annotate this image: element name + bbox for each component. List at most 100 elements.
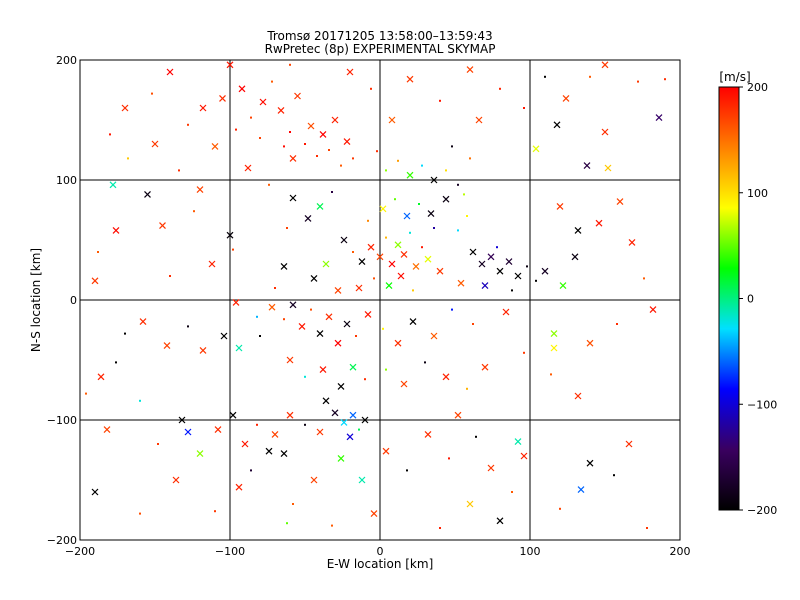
data-point-dot bbox=[151, 92, 153, 95]
data-point-cross bbox=[208, 260, 216, 268]
data-point-cross bbox=[601, 128, 609, 136]
data-point-dot bbox=[328, 149, 330, 151]
data-point-cross bbox=[427, 210, 435, 218]
data-point-dot bbox=[421, 164, 423, 167]
data-point-dot bbox=[613, 474, 615, 477]
data-point-cross bbox=[322, 260, 330, 268]
data-point-dot bbox=[85, 392, 87, 395]
data-point-dot bbox=[526, 265, 528, 268]
data-point-dot bbox=[250, 469, 252, 472]
data-point-cross bbox=[121, 104, 129, 112]
data-point-cross bbox=[280, 450, 288, 458]
data-point-cross bbox=[355, 284, 363, 292]
data-point-cross bbox=[289, 154, 297, 162]
data-point-cross bbox=[442, 373, 450, 381]
data-point-dot bbox=[433, 227, 435, 229]
data-point-cross bbox=[109, 181, 117, 189]
y-axis: −200 −100 0 100 200 bbox=[47, 54, 86, 547]
data-point-cross bbox=[304, 214, 312, 222]
data-point-dot bbox=[364, 378, 366, 381]
data-point-cross bbox=[319, 366, 327, 374]
data-point-dot bbox=[316, 155, 318, 157]
colorbar-label: [m/s] bbox=[719, 70, 750, 84]
data-point-cross bbox=[199, 346, 207, 354]
data-point-dot bbox=[616, 323, 618, 325]
data-point-cross bbox=[331, 409, 339, 417]
data-point-dot bbox=[643, 277, 645, 280]
data-point-dot bbox=[352, 157, 354, 160]
data-point-cross bbox=[271, 430, 279, 438]
data-point-dot bbox=[418, 203, 420, 205]
data-point-dot bbox=[475, 435, 477, 438]
data-point-cross bbox=[316, 428, 324, 436]
grid-lines bbox=[80, 60, 680, 540]
data-point-cross bbox=[616, 198, 624, 206]
data-point-cross bbox=[319, 130, 327, 138]
data-point-cross bbox=[454, 411, 462, 419]
data-point-cross bbox=[244, 164, 252, 172]
data-point-cross bbox=[385, 282, 393, 290]
data-point-cross bbox=[436, 267, 444, 275]
x-tick-label: 0 bbox=[377, 545, 384, 558]
data-point-dot bbox=[250, 116, 252, 119]
data-point-cross bbox=[286, 411, 294, 419]
data-point-cross bbox=[397, 272, 405, 280]
data-point-cross bbox=[388, 116, 396, 124]
data-point-cross bbox=[574, 392, 582, 400]
data-point-cross bbox=[550, 344, 558, 352]
data-point-cross bbox=[112, 226, 120, 234]
data-point-cross bbox=[559, 282, 567, 290]
data-point-dot bbox=[373, 277, 375, 280]
data-point-cross bbox=[349, 411, 357, 419]
data-point-dot bbox=[535, 279, 537, 282]
data-point-cross bbox=[403, 212, 411, 220]
chart-title: Tromsø 20171205 13:58:00–13:59:43 bbox=[266, 29, 492, 43]
data-point-dot bbox=[637, 80, 639, 83]
data-point-dot bbox=[97, 251, 99, 253]
data-point-dot bbox=[340, 164, 342, 167]
data-point-dot bbox=[466, 215, 468, 217]
data-point-dot bbox=[310, 308, 312, 311]
data-point-cross bbox=[97, 373, 105, 381]
colorbar-tick-label: 0 bbox=[747, 293, 754, 306]
data-point-cross bbox=[394, 339, 402, 347]
data-point-cross bbox=[340, 236, 348, 244]
data-point-cross bbox=[466, 500, 474, 508]
data-point-cross bbox=[430, 176, 438, 184]
data-point-dot bbox=[385, 169, 387, 172]
data-point-cross bbox=[184, 428, 192, 436]
data-point-cross bbox=[139, 318, 147, 326]
colorbar-scale bbox=[718, 86, 740, 511]
data-point-cross bbox=[91, 488, 99, 496]
data-point-cross bbox=[475, 116, 483, 124]
data-point-dot bbox=[439, 527, 441, 529]
data-point-dot bbox=[286, 227, 288, 229]
data-point-cross bbox=[514, 438, 522, 446]
data-point-cross bbox=[259, 98, 267, 106]
data-point-cross bbox=[343, 320, 351, 328]
data-point-cross bbox=[481, 363, 489, 371]
data-point-cross bbox=[649, 306, 657, 314]
data-point-cross bbox=[277, 106, 285, 114]
data-point-cross bbox=[496, 267, 504, 275]
data-point-dot bbox=[289, 131, 291, 133]
data-point-cross bbox=[604, 164, 612, 172]
x-tick-label: −100 bbox=[215, 545, 245, 558]
data-point-dot bbox=[178, 169, 180, 172]
data-point-cross bbox=[358, 258, 366, 266]
x-axis: −200 −100 0 100 200 bbox=[65, 534, 691, 558]
data-point-cross bbox=[310, 476, 318, 484]
data-point-cross bbox=[229, 411, 237, 419]
data-point-cross bbox=[466, 66, 474, 74]
data-point-cross bbox=[514, 272, 522, 280]
data-point-dot bbox=[274, 287, 276, 289]
data-point-cross bbox=[289, 194, 297, 202]
data-point-cross bbox=[334, 339, 342, 347]
data-point-dot bbox=[331, 191, 333, 193]
data-point-cross bbox=[325, 313, 333, 321]
data-point-dot bbox=[511, 289, 513, 292]
data-point-dot bbox=[439, 99, 441, 102]
data-point-dot bbox=[589, 75, 591, 78]
data-point-dot bbox=[523, 107, 525, 109]
data-point-cross bbox=[457, 279, 465, 287]
